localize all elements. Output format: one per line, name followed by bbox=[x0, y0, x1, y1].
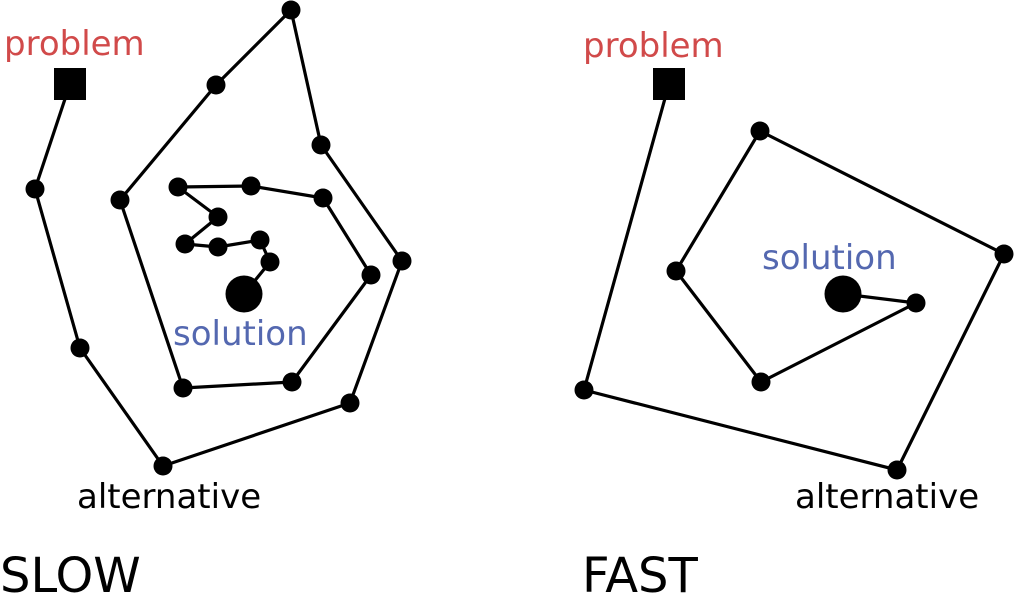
slow-solution-marker bbox=[225, 275, 263, 313]
fast-waypoint bbox=[751, 372, 771, 392]
slow-waypoint bbox=[340, 393, 360, 413]
fast-waypoint bbox=[994, 244, 1014, 264]
fast-alternative-label: alternative bbox=[795, 477, 979, 517]
fast-waypoint bbox=[906, 293, 926, 313]
fast-waypoint bbox=[750, 121, 770, 141]
slow-title: SLOW bbox=[0, 548, 141, 604]
slow-waypoint bbox=[311, 135, 331, 155]
slow-waypoint bbox=[70, 338, 90, 358]
slow-waypoint bbox=[241, 176, 261, 196]
fast-problem-label: problem bbox=[583, 26, 724, 66]
fast-alternative-node bbox=[887, 460, 907, 480]
fast-waypoint bbox=[574, 380, 594, 400]
slow-waypoint bbox=[168, 177, 188, 197]
slow-waypoint bbox=[313, 188, 333, 208]
slow-waypoints bbox=[25, 0, 412, 476]
slow-waypoint bbox=[175, 234, 195, 254]
slow-waypoint bbox=[173, 378, 193, 398]
slow-waypoint bbox=[110, 190, 130, 210]
fast-problem-marker bbox=[653, 68, 685, 100]
slow-waypoint bbox=[260, 252, 280, 272]
slow-alternative-label: alternative bbox=[77, 477, 261, 517]
slow-waypoint bbox=[208, 207, 228, 227]
slow-problem-label: problem bbox=[4, 24, 145, 64]
fast-solution-label: solution bbox=[762, 238, 897, 278]
slow-solution-label: solution bbox=[173, 314, 308, 354]
slow-waypoint bbox=[282, 372, 302, 392]
fast-title: FAST bbox=[582, 548, 699, 604]
slow-waypoint bbox=[25, 179, 45, 199]
fast-waypoints bbox=[574, 121, 1014, 480]
fast-solution-marker bbox=[824, 275, 862, 313]
slow-alternative-node bbox=[153, 456, 173, 476]
slow-waypoint bbox=[250, 230, 270, 250]
slow-search-path bbox=[33, 8, 404, 468]
fast-waypoint bbox=[666, 261, 686, 281]
slow-waypoint bbox=[206, 75, 226, 95]
slow-waypoint bbox=[392, 251, 412, 271]
slow-problem-marker bbox=[54, 68, 86, 100]
slow-waypoint bbox=[281, 0, 301, 20]
fast-panel: problem solution alternative FAST bbox=[574, 26, 1014, 604]
slow-waypoint bbox=[208, 237, 228, 257]
slow-panel: problem solution alternative SLOW bbox=[0, 0, 412, 604]
slow-waypoint bbox=[361, 265, 381, 285]
